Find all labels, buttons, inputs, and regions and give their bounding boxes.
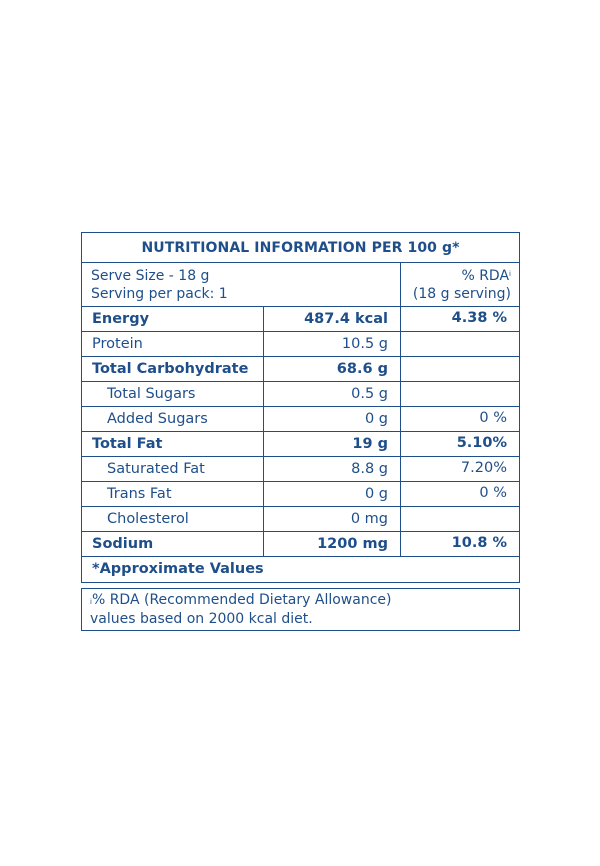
nutrient-name: Total Carbohydrate (82, 357, 264, 381)
nutrient-rda (401, 507, 519, 531)
approximate-values-note: *Approximate Values (92, 561, 264, 577)
row-total-carbohydrate: Total Carbohydrate 68.6 g (82, 357, 519, 382)
footnote-line-1: % RDA (Recommended Dietary Allowance) (91, 592, 392, 608)
nutrient-amount: 19 g (264, 432, 401, 456)
row-protein: Protein 10.5 g (82, 332, 519, 357)
nutrient-rda: 4.38 % (451, 310, 507, 326)
rda-footnote: i% RDA (Recommended Dietary Allowance) v… (81, 588, 520, 631)
nutrient-name: Protein (82, 332, 264, 356)
nutrient-amount: 1200 mg (264, 532, 401, 556)
rda-header-label: % RDA (461, 268, 510, 284)
row-added-sugars: Added Sugars 0 g 0 % (82, 407, 519, 432)
nutrient-amount: 8.8 g (264, 457, 401, 481)
nutrient-name: Trans Fat (82, 482, 264, 506)
row-trans-fat: Trans Fat 0 g 0 % (82, 482, 519, 507)
nutrient-name: Total Sugars (82, 382, 264, 406)
nutrient-amount: 10.5 g (264, 332, 401, 356)
footnote-mark: i (90, 598, 92, 606)
serve-size: Serve Size - 18 g (91, 268, 210, 284)
rda-footnote-mark: i (509, 270, 511, 278)
nutrient-amount: 0 mg (264, 507, 401, 531)
nutrient-amount: 0 g (264, 407, 401, 431)
nutrient-rda: 7.20% (460, 460, 507, 476)
row-cholesterol: Cholesterol 0 mg (82, 507, 519, 532)
nutrient-name: Saturated Fat (82, 457, 264, 481)
serving-row: Serve Size - 18 g Serving per pack: 1 % … (82, 263, 519, 307)
rda-header: % RDAi (18 g serving) (401, 263, 519, 306)
row-saturated-fat: Saturated Fat 8.8 g 7.20% (82, 457, 519, 482)
nutrient-rda: 10.8 % (451, 535, 507, 551)
nutrient-rda: 5.10% (456, 435, 507, 451)
footnote-line-2: values based on 2000 kcal diet. (90, 611, 313, 627)
nutrient-name: Cholesterol (82, 507, 264, 531)
nutrient-amount: 487.4 kcal (264, 307, 401, 331)
nutrient-name: Total Fat (82, 432, 264, 456)
nutrient-rda: 0 % (479, 485, 507, 501)
rda-serving: (18 g serving) (412, 286, 511, 302)
nutrient-rda (401, 357, 519, 381)
serving-info: Serve Size - 18 g Serving per pack: 1 (82, 263, 401, 306)
nutrient-name: Added Sugars (82, 407, 264, 431)
row-total-sugars: Total Sugars 0.5 g (82, 382, 519, 407)
nutrient-amount: 68.6 g (264, 357, 401, 381)
nutrient-name: Sodium (82, 532, 264, 556)
row-total-fat: Total Fat 19 g 5.10% (82, 432, 519, 457)
nutrient-rda: 0 % (479, 410, 507, 426)
servings-per-pack: Serving per pack: 1 (91, 286, 228, 302)
nutrient-amount: 0 g (264, 482, 401, 506)
nutrition-table: NUTRITIONAL INFORMATION PER 100 g* Serve… (81, 232, 520, 583)
table-title: NUTRITIONAL INFORMATION PER 100 g* (82, 233, 519, 263)
nutrient-rda (401, 382, 519, 406)
row-energy: Energy 487.4 kcal 4.38 % (82, 307, 519, 332)
nutrient-name: Energy (82, 307, 264, 331)
row-sodium: Sodium 1200 mg 10.8 % (82, 532, 519, 557)
nutrient-rda (401, 332, 519, 356)
nutrient-amount: 0.5 g (264, 382, 401, 406)
